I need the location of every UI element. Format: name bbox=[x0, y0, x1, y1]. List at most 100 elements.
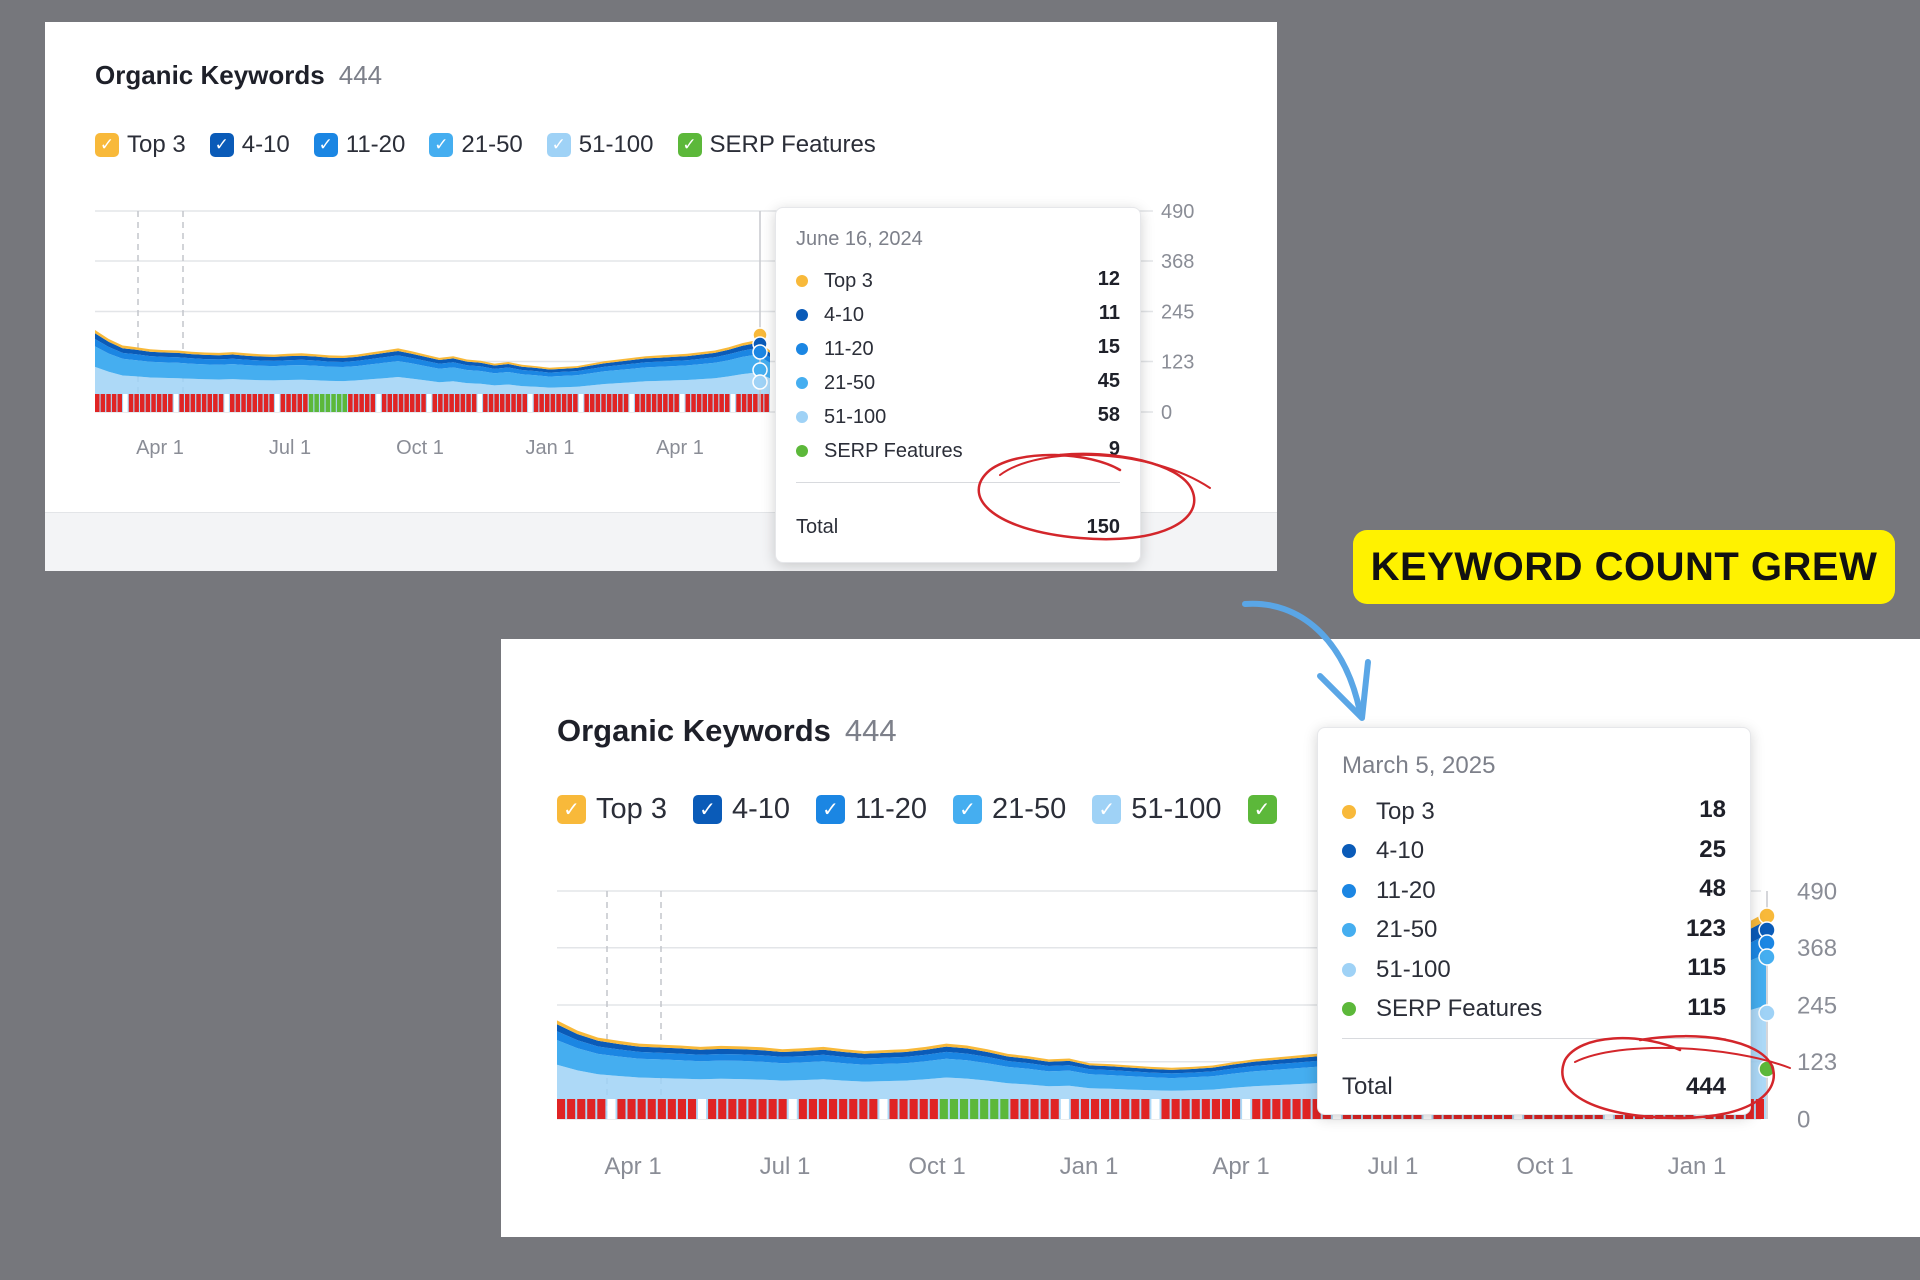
tooltip-total-label: Total bbox=[796, 516, 839, 538]
legend-checkbox-icon[interactable]: ✓ bbox=[429, 133, 454, 157]
legend-item[interactable]: ✓ 51-100 bbox=[546, 131, 654, 159]
serp-marker bbox=[668, 394, 674, 412]
tooltip-row: Top 3 bbox=[796, 268, 873, 294]
serp-marker bbox=[466, 394, 471, 412]
serp-marker bbox=[1000, 1099, 1009, 1119]
legend-item[interactable]: ✓ 11-20 bbox=[816, 793, 927, 826]
serp-marker bbox=[567, 1099, 576, 1119]
legend-label: 21-50 bbox=[461, 131, 523, 158]
serp-marker bbox=[286, 394, 291, 412]
series-dot-icon bbox=[796, 411, 808, 423]
series-dot-icon bbox=[796, 343, 808, 355]
y-tick-label: 368 bbox=[1797, 935, 1837, 962]
serp-marker bbox=[410, 394, 415, 412]
tooltip-row-label: 51-100 bbox=[824, 405, 887, 428]
serp-marker bbox=[156, 394, 162, 412]
serp-marker bbox=[651, 394, 657, 412]
serp-marker bbox=[677, 1099, 686, 1119]
legend-checkbox-icon[interactable]: ✓ bbox=[1247, 795, 1277, 824]
serp-marker bbox=[353, 394, 359, 412]
legend-checkbox-icon[interactable]: ✓ bbox=[692, 795, 722, 824]
serp-marker bbox=[1755, 1099, 1764, 1119]
legend-checkbox-icon[interactable]: ✓ bbox=[209, 133, 234, 157]
serp-marker bbox=[764, 394, 769, 412]
legend-item[interactable]: ✓ SERP Features bbox=[677, 131, 876, 159]
tooltip-row-label: 51-100 bbox=[1376, 955, 1451, 983]
serp-marker bbox=[691, 394, 696, 412]
legend-item[interactable]: ✓ bbox=[1247, 795, 1287, 824]
hover-point bbox=[752, 374, 768, 390]
serp-marker bbox=[949, 1099, 958, 1119]
serp-marker bbox=[899, 1099, 908, 1119]
serp-marker bbox=[455, 394, 460, 412]
y-tick-label: 368 bbox=[1161, 251, 1194, 273]
tooltip-row-label: 4-10 bbox=[1376, 837, 1425, 865]
red-circle-annotation bbox=[999, 453, 1211, 489]
legend-checkbox-icon[interactable]: ✓ bbox=[953, 795, 983, 824]
serp-marker bbox=[1080, 1099, 1089, 1119]
serp-marker bbox=[808, 1099, 817, 1119]
legend-checkbox-icon[interactable]: ✓ bbox=[557, 795, 586, 824]
serp-marker bbox=[747, 394, 752, 412]
legend-checkbox-icon[interactable]: ✓ bbox=[95, 133, 119, 157]
serp-marker bbox=[291, 394, 297, 412]
tooltip-row: 11-20 bbox=[796, 336, 874, 362]
serp-marker bbox=[426, 394, 432, 412]
serp-marker bbox=[190, 394, 196, 412]
serp-marker bbox=[1101, 1099, 1110, 1119]
serp-marker bbox=[601, 394, 606, 412]
legend-label: 4-10 bbox=[731, 793, 790, 825]
serp-marker bbox=[741, 394, 747, 412]
serp-marker bbox=[483, 394, 488, 412]
x-tick-label: Oct 1 bbox=[908, 1153, 965, 1180]
y-tick-label: 490 bbox=[1161, 201, 1194, 223]
y-tick-label: 490 bbox=[1797, 878, 1837, 905]
serp-marker bbox=[829, 1099, 838, 1119]
chart-tooltip: June 16, 2024 Top 3 12 4-10 11 11-20 15 21-50 45… bbox=[775, 207, 1141, 563]
serp-marker bbox=[235, 394, 241, 412]
legend-checkbox-icon[interactable]: ✓ bbox=[677, 133, 702, 157]
serp-marker bbox=[590, 394, 595, 412]
serp-marker bbox=[990, 1099, 999, 1119]
serp-marker bbox=[1252, 1099, 1261, 1119]
legend-item[interactable]: ✓ 21-50 bbox=[953, 793, 1066, 826]
legend-checkbox-icon[interactable]: ✓ bbox=[313, 133, 338, 157]
serp-marker bbox=[185, 394, 190, 412]
serp-marker bbox=[1141, 1099, 1150, 1119]
serp-marker bbox=[1091, 1099, 1100, 1119]
x-tick-label: Jan 1 bbox=[1060, 1153, 1119, 1180]
hover-point bbox=[1758, 1004, 1776, 1022]
serp-marker bbox=[713, 394, 719, 412]
tooltip-row-value: 123 bbox=[1685, 914, 1726, 942]
y-tick-label: 245 bbox=[1161, 302, 1194, 324]
legend-item[interactable]: ✓ 21-50 bbox=[429, 131, 523, 159]
legend-item[interactable]: ✓ 4-10 bbox=[692, 793, 790, 826]
tooltip-row-value: 115 bbox=[1687, 954, 1726, 981]
legend-checkbox-icon[interactable]: ✓ bbox=[816, 795, 845, 824]
serp-marker bbox=[748, 1099, 757, 1119]
legend-item[interactable]: ✓ 4-10 bbox=[209, 131, 290, 159]
serp-marker bbox=[449, 394, 454, 412]
legend-item[interactable]: ✓ Top 3 bbox=[557, 793, 667, 826]
serp-marker bbox=[736, 394, 741, 412]
legend-item[interactable]: ✓ 11-20 bbox=[313, 131, 405, 159]
tooltip-row: SERP Features bbox=[796, 438, 963, 464]
tooltip-date: March 5, 2025 bbox=[1342, 752, 1496, 779]
serp-marker bbox=[1211, 1099, 1220, 1119]
serp-marker bbox=[640, 394, 646, 412]
legend-checkbox-icon[interactable]: ✓ bbox=[1092, 795, 1122, 824]
serp-marker bbox=[370, 394, 376, 412]
x-tick-label: Apr 1 bbox=[656, 437, 704, 459]
legend-item[interactable]: ✓ Top 3 bbox=[95, 131, 186, 159]
x-tick-label: Apr 1 bbox=[1212, 1153, 1269, 1180]
tooltip-row: Top 3 bbox=[1342, 796, 1435, 827]
series-dot-icon bbox=[1342, 844, 1356, 859]
tooltip-row-value: 11 bbox=[1098, 302, 1120, 324]
serp-marker bbox=[477, 394, 482, 412]
legend-item[interactable]: ✓ 51-100 bbox=[1092, 793, 1222, 826]
serp-marker bbox=[577, 1099, 586, 1119]
serp-marker bbox=[280, 394, 286, 412]
panel-title: Organic Keywords 444 bbox=[95, 60, 382, 91]
tooltip-row: 21-50 bbox=[796, 370, 875, 396]
legend-checkbox-icon[interactable]: ✓ bbox=[546, 133, 571, 157]
